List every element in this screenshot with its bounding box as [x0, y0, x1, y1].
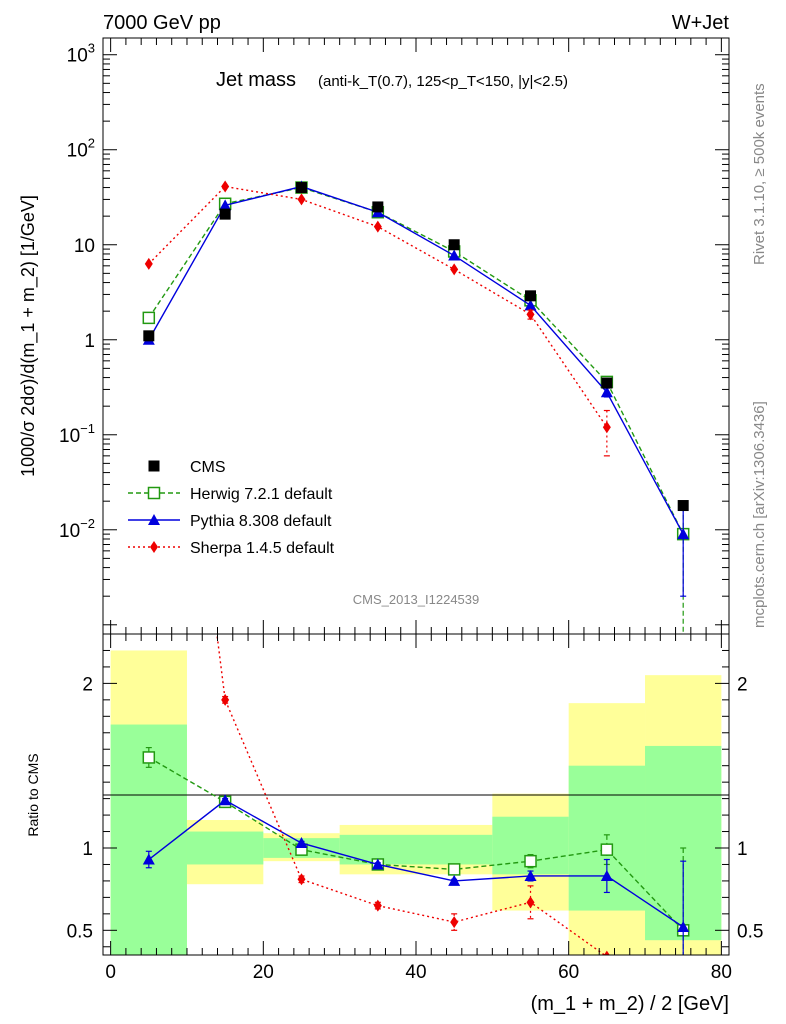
y-tick-label: 102 — [67, 136, 95, 162]
legend-label-pythia: Pythia 8.308 default — [190, 513, 332, 530]
y-tick-label: 10 — [74, 236, 95, 257]
legend: CMS Herwig 7.2.1 default Pythia 8.308 defa… — [128, 459, 335, 557]
y-tick-label: 103 — [67, 41, 95, 67]
x-axis-label: (m_1 + m_2) / 2 [GeV] — [531, 993, 729, 1015]
chart-title: Jet mass — [216, 69, 296, 91]
ratio-y-tick-label: 1 — [82, 839, 93, 860]
sherpa-point — [450, 263, 459, 276]
legend-marker-sherpa — [150, 541, 158, 553]
ratio-herwig-line — [148, 756, 684, 931]
ratio-herwig-point — [447, 863, 461, 876]
herwig-point — [142, 311, 156, 325]
pythia-point — [524, 299, 537, 311]
ratio-pythia-point — [219, 794, 232, 806]
process-label: W+Jet — [672, 12, 730, 34]
legend-marker-pythia — [148, 514, 160, 525]
pythia-point — [600, 386, 613, 398]
ratio-sherpa-point — [450, 916, 459, 929]
ratio-y-tick-label-right: 0.5 — [737, 921, 763, 942]
ratio-sherpa-series — [145, 85, 610, 955]
ratio-pythia-point — [371, 858, 384, 870]
ratio-pythia-point — [295, 837, 308, 849]
ratio-sherpa-point — [373, 899, 382, 912]
sherpa-series — [144, 180, 611, 457]
legend-label-cms: CMS — [190, 459, 226, 476]
cms-point — [448, 239, 460, 251]
rivet-version-label: Rivet 3.1.10, ≥ 500k events — [751, 83, 768, 265]
ratio-y-tick-label: 0.5 — [67, 921, 93, 942]
cms-point — [372, 201, 384, 213]
x-tick-label: 40 — [405, 962, 426, 983]
source-label: mcplots.cern.ch [arXiv:1306.3436] — [751, 401, 768, 628]
sherpa-point — [221, 180, 230, 193]
ratio-pythia-series — [142, 794, 690, 955]
pythia-point — [448, 249, 461, 261]
legend-label-herwig: Herwig 7.2.1 default — [190, 486, 333, 503]
analysis-watermark: CMS_2013_I1224539 — [353, 592, 480, 607]
ratio-sherpa-point — [297, 873, 306, 886]
ratio-pythia-point — [524, 869, 537, 881]
ratio-sherpa-point — [221, 693, 230, 706]
ratio-pythia-point — [600, 869, 613, 881]
ratio-herwig-point — [524, 854, 537, 868]
ratio-pythia-point — [448, 874, 461, 886]
ratio-panel: 0.5 0.51 12 20 20 40 60 80 Ratio to CMS (m_1 + … — [25, 85, 763, 1015]
herwig-series — [142, 181, 690, 634]
sherpa-point — [297, 193, 306, 206]
uncertainty-band-inner — [416, 834, 493, 865]
y-tick-label: 10−1 — [59, 421, 95, 447]
legend-marker-herwig — [147, 486, 161, 500]
ratio-sherpa-point — [603, 950, 610, 955]
main-panel: 10−2 10−1 1 10 102 103 Jet mass (anti-k_T(0.7… — [18, 37, 730, 635]
ratio-y-tick-label-right: 1 — [737, 839, 748, 860]
energy-label: 7000 GeV pp — [103, 12, 221, 34]
sherpa-point — [144, 257, 153, 270]
cms-point — [525, 290, 537, 302]
cms-point — [601, 377, 613, 389]
y-tick-label: 1 — [84, 331, 95, 352]
ratio-pythia-line — [148, 799, 684, 928]
ratio-herwig-point — [600, 843, 614, 856]
pythia-line — [148, 185, 684, 535]
y-tick-label: 10−2 — [59, 516, 95, 542]
ratio-sherpa-point — [526, 896, 535, 909]
ratio-y-tick-label-right: 2 — [737, 674, 748, 695]
pythia-point — [677, 528, 690, 540]
ratio-y-tick-label: 2 — [82, 674, 93, 695]
x-tick-label: 60 — [558, 962, 579, 983]
pythia-point — [219, 199, 232, 211]
x-tick-label: 20 — [253, 962, 274, 983]
ratio-pythia-point — [142, 853, 155, 865]
cms-point — [677, 500, 689, 512]
sherpa-point — [526, 308, 535, 321]
cms-series — [143, 182, 689, 512]
herwig-line — [148, 186, 684, 535]
cms-point — [143, 330, 155, 342]
sherpa-point — [373, 220, 382, 233]
ratio-pythia-point — [677, 921, 690, 933]
y-axis-label: 1000/σ 2dσ)/d(m_1 + m_2) [1/GeV] — [18, 195, 39, 477]
cms-point — [295, 182, 307, 194]
sherpa-point — [602, 421, 611, 434]
cms-point — [219, 208, 231, 220]
legend-label-sherpa: Sherpa 1.4.5 default — [190, 540, 335, 557]
uncertainty-band-inner — [186, 831, 264, 865]
chart-subtitle: (anti-k_T(0.7), 125<p_T<150, |y|<2.5) — [318, 73, 568, 90]
ratio-y-axis-label: Ratio to CMS — [25, 753, 41, 836]
ratio-sherpa-point — [145, 85, 153, 97]
x-tick-label: 80 — [711, 962, 732, 983]
x-tick-label: 0 — [105, 962, 116, 983]
legend-marker-cms — [148, 460, 160, 472]
ratio-herwig-point — [142, 751, 156, 764]
